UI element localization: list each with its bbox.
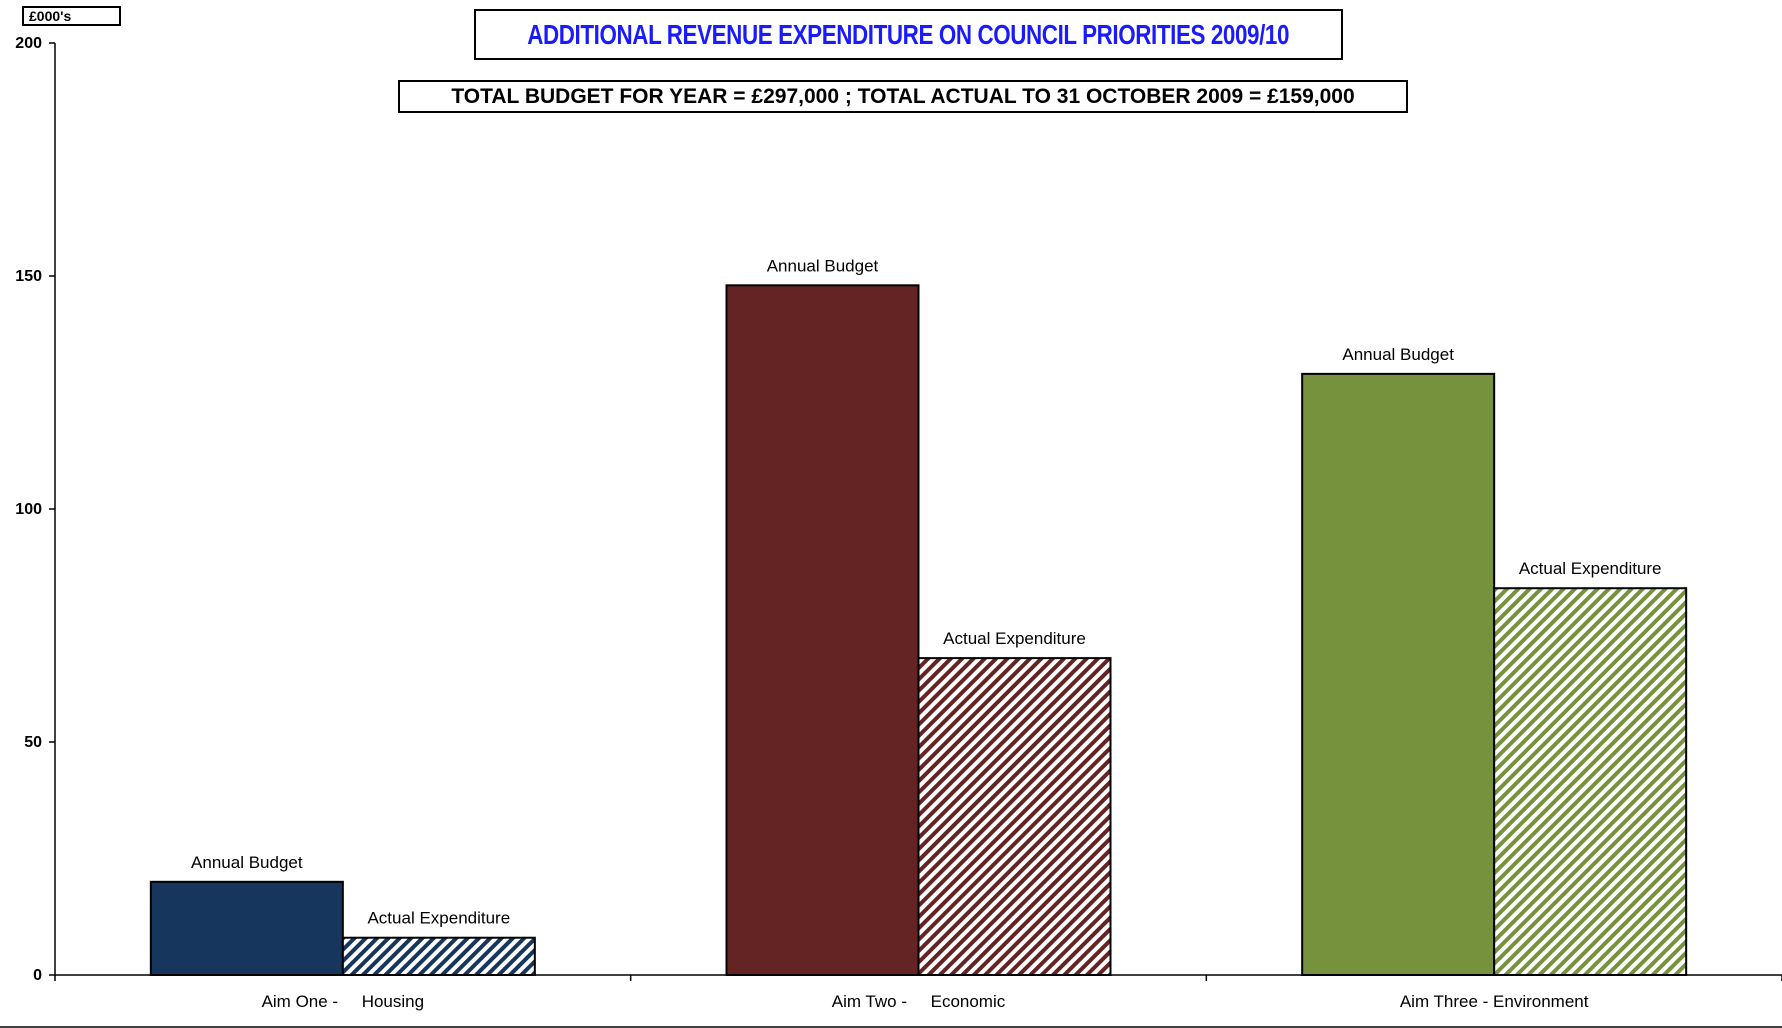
y-tick-label: 200	[15, 35, 42, 52]
bar-data-label: Annual Budget	[1342, 345, 1454, 364]
x-category-label: Aim One - Housing	[262, 992, 425, 1011]
y-tick-label: 50	[24, 734, 42, 751]
budget-bar-2	[725, 284, 920, 976]
y-tick-label: 0	[33, 967, 42, 984]
unit-label: £000's	[22, 6, 121, 26]
bar-data-label: Annual Budget	[767, 256, 879, 275]
data-labels: Annual Budget Actual Expenditure Annual Bu…	[191, 256, 1661, 927]
actual-bar-3	[1493, 587, 1688, 976]
x-axis-ticks: Aim One - Housing Aim Two - Economic Aim T…	[54, 975, 1782, 1011]
budget-bar-3	[1301, 372, 1496, 976]
bars	[149, 284, 1688, 976]
y-tick-label: 100	[15, 501, 42, 518]
y-axis-ticks: 0 50 100 150 200	[15, 35, 55, 984]
chart-title-box: ADDITIONAL REVENUE EXPENDITURE ON COUNCI…	[474, 9, 1343, 60]
x-category-label: Aim Three - Environment	[1400, 992, 1589, 1011]
y-tick-label: 150	[15, 268, 42, 285]
chart-title: ADDITIONAL REVENUE EXPENDITURE ON COUNCI…	[527, 18, 1290, 50]
actual-bar-2	[917, 657, 1112, 976]
bar-data-label: Actual Expenditure	[1519, 559, 1662, 578]
bar-data-label: Actual Expenditure	[367, 909, 510, 928]
actual-bar-1	[341, 936, 536, 976]
x-category-label: Aim Two - Economic	[832, 992, 1006, 1011]
budget-bar-1	[149, 880, 344, 976]
bar-data-label: Actual Expenditure	[943, 629, 1086, 648]
chart-subtitle: TOTAL BUDGET FOR YEAR = £297,000 ; TOTAL…	[398, 80, 1408, 113]
bar-data-label: Annual Budget	[191, 853, 303, 872]
